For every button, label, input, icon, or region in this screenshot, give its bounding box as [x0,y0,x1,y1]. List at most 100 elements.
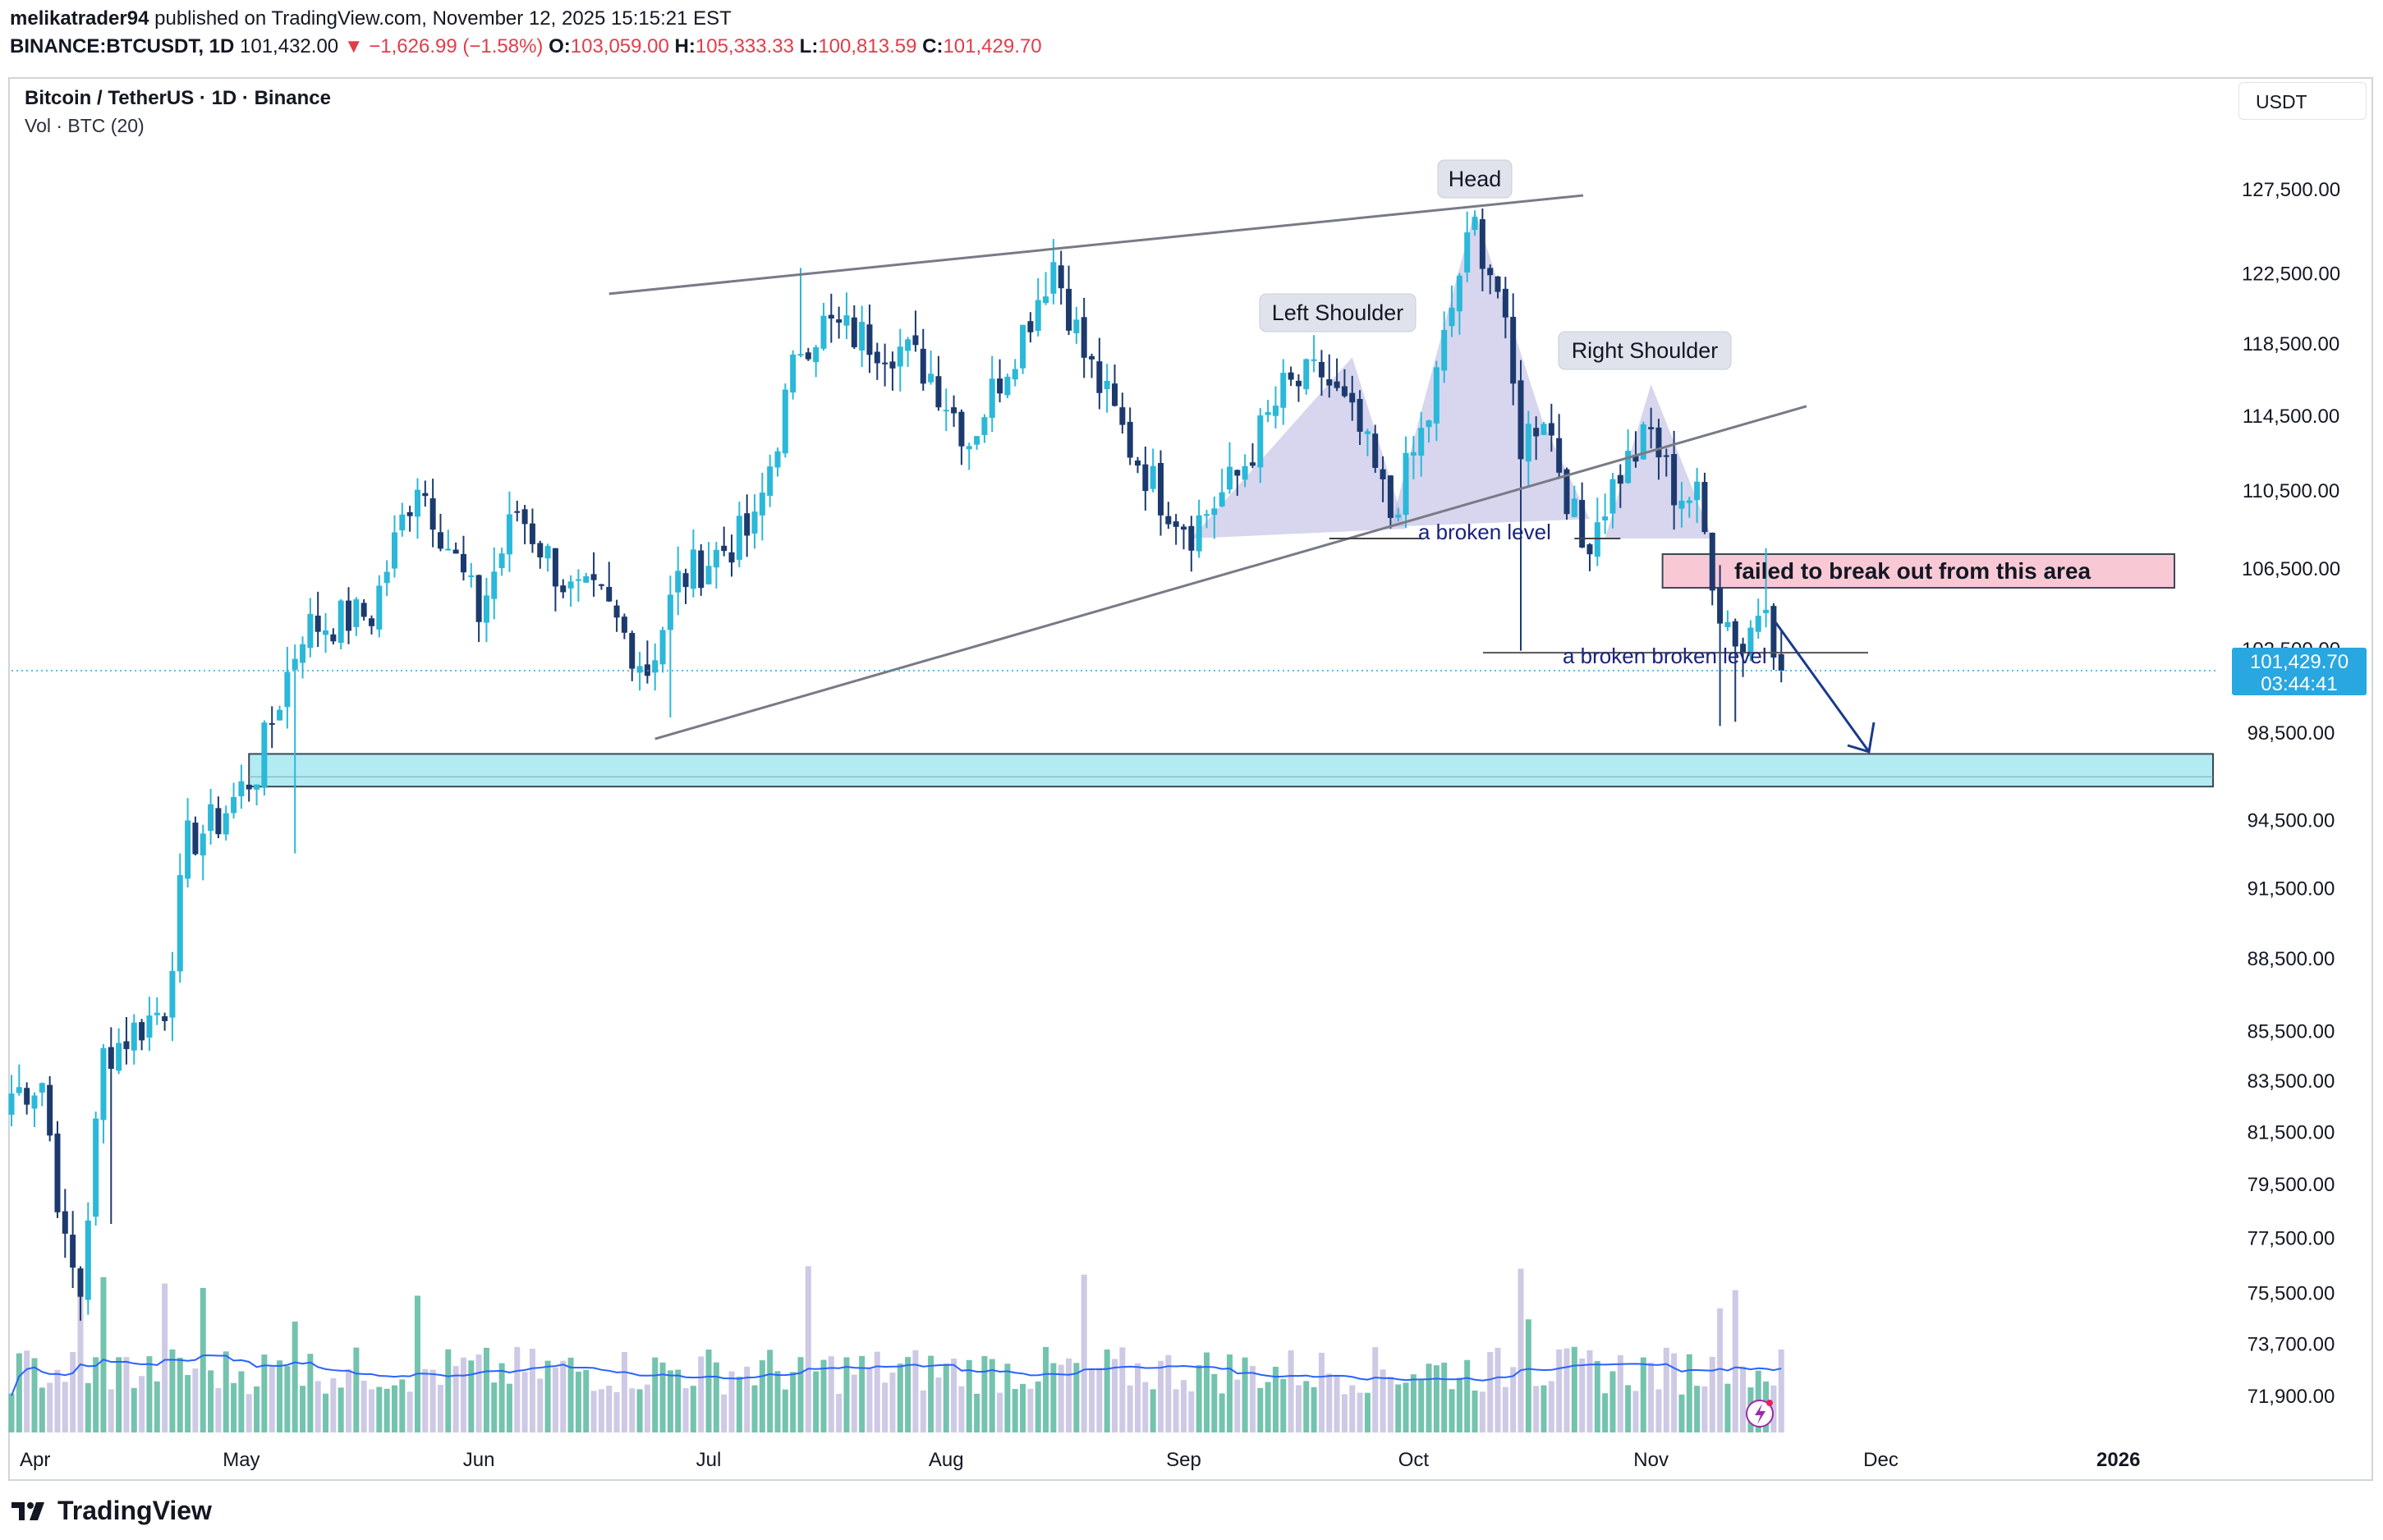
candle-body [70,1235,76,1268]
candle [606,561,613,603]
upper-trendline[interactable] [608,194,1584,296]
candle-body [897,346,903,367]
volume-bar [1226,1354,1233,1432]
candle [675,546,682,616]
rising-trendline[interactable] [654,405,1807,740]
volume-bar [713,1362,719,1432]
volume-bar [177,1357,183,1432]
candle-body [1418,428,1425,456]
candle [1464,211,1471,282]
candle [997,359,1003,403]
candle-body [1579,500,1586,548]
support-zone[interactable] [248,753,2215,788]
candle [1311,335,1317,373]
candle-body [912,335,919,346]
candle-body [1242,465,1248,480]
currency-button[interactable]: USDT [2238,82,2367,120]
candle-body [905,339,911,351]
volume-bar [790,1372,797,1432]
volume-bar [698,1356,705,1432]
price-tick-label: 122,500.00 [2242,264,2340,286]
candle [506,491,512,572]
candle [882,343,888,387]
candle [1142,446,1149,511]
lightning-icon[interactable] [1746,1400,1774,1428]
candle [1709,532,1715,606]
volume-bar [621,1352,627,1432]
candle [123,1016,130,1065]
volume-bar [238,1371,245,1432]
volume-bar [613,1391,620,1432]
volume-bar [997,1392,1003,1432]
candle [560,579,567,598]
volume-bar [1249,1365,1256,1432]
volume-bar [1357,1392,1363,1432]
volume-bar [460,1357,466,1432]
volume-bar [392,1385,397,1432]
candle-body [323,630,329,635]
volume-bar [1479,1391,1485,1432]
candle-body [77,1268,84,1297]
candle-body [728,552,735,563]
candle [1265,400,1271,423]
candle-body [790,354,797,393]
price-tick-label: 127,500.00 [2242,179,2340,201]
candle [713,542,719,589]
candle [1027,312,1034,343]
volume-bar [1686,1354,1692,1432]
candle-body [185,820,191,879]
head-label[interactable]: Head [1437,159,1513,199]
candle [1403,436,1409,529]
volume-bar [315,1381,321,1432]
volume-bar [185,1375,191,1432]
candle [1043,272,1049,305]
candle-body [1119,407,1126,425]
candle-body [16,1087,22,1093]
volume-bar [192,1368,199,1432]
candle-body [1625,451,1632,484]
candle-body [889,361,896,369]
candle-body [1640,424,1646,460]
candle [47,1076,53,1142]
volume-bar [1709,1356,1715,1432]
volume-bar [889,1372,896,1432]
volume-bar [1288,1350,1294,1432]
volume-bar [1050,1363,1057,1432]
author-name[interactable]: melikatrader94 [10,7,149,30]
volume-bar [353,1347,360,1432]
time-tick-label: Dec [1863,1449,1899,1471]
candle [575,569,581,602]
right-shoulder-label[interactable]: Right Shoulder [1558,331,1732,370]
candle [1188,516,1195,572]
tradingview-logo[interactable]: TradingView [10,1496,212,1526]
candle [851,305,857,350]
candle-body [1349,392,1356,403]
volume-bar [529,1349,535,1432]
candle-body [613,605,620,618]
candle-body [369,618,375,626]
candle [337,598,344,650]
candle [805,347,811,361]
candle-body [414,489,420,517]
volume-bar [62,1382,68,1432]
candle-body [346,600,352,631]
candle-body [675,571,682,593]
candle-body [1571,498,1577,517]
volume-bar [974,1393,980,1432]
volume-bar [1081,1274,1087,1432]
resistance-zone[interactable] [1661,553,2175,589]
candle [383,560,390,597]
volume-bar [1165,1354,1172,1432]
volume-bar [8,1393,15,1432]
volume-bar [943,1364,949,1432]
volume-bar [1701,1386,1708,1432]
left-shoulder-label[interactable]: Left Shoulder [1259,293,1416,332]
candle-body [1303,359,1310,390]
candle-body [284,671,291,708]
time-tick-label: Jul [696,1449,722,1471]
candle-body [935,376,942,408]
candle-body [698,550,705,589]
projection-arrow[interactable] [1774,621,1871,753]
